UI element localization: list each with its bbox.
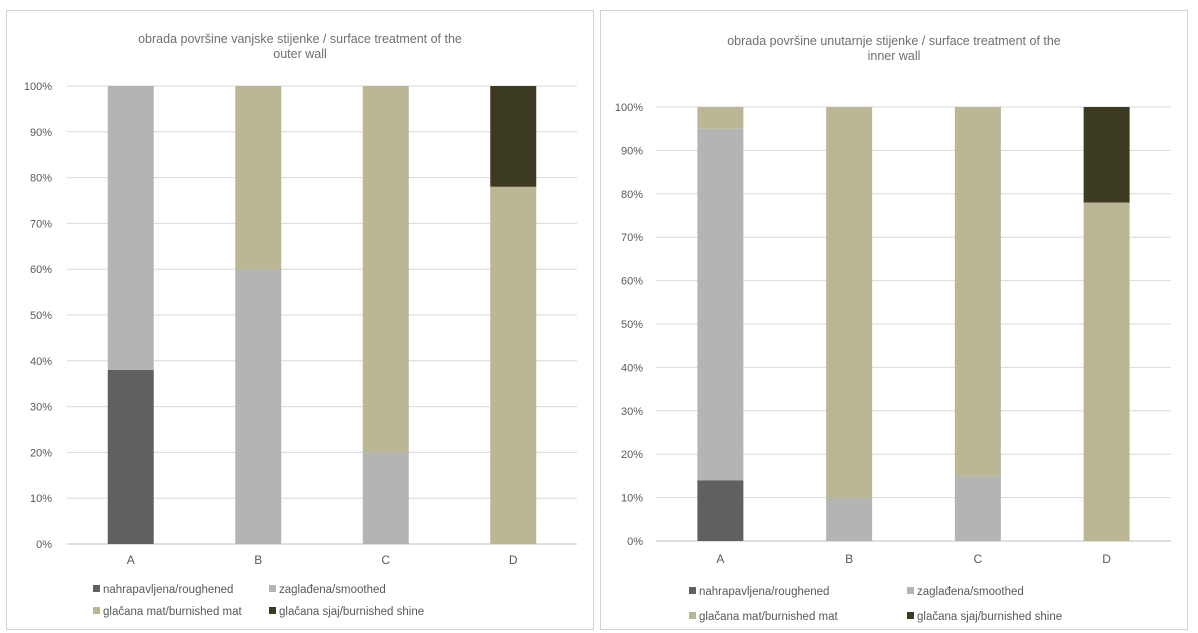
legend-label: zaglađena/smoothed [917, 586, 1024, 598]
y-tick-label: 70% [30, 218, 52, 230]
legend-swatch [93, 607, 100, 614]
legend-swatch [907, 587, 914, 594]
x-tick-label: D [509, 553, 518, 567]
legend-item-roughened: nahrapavljena/roughened [93, 584, 233, 596]
legend-item-smoothed: zaglađena/smoothed [907, 586, 1024, 598]
y-tick-label: 0% [627, 536, 643, 548]
legend-item-smoothed: zaglađena/smoothed [269, 584, 386, 596]
legend-label: nahrapavljena/roughened [699, 586, 830, 598]
bar-segment-d-burnished-shine [1083, 107, 1130, 203]
legend-swatch [689, 612, 696, 619]
legend-swatch [269, 607, 276, 614]
y-tick-label: 60% [621, 276, 643, 288]
bar-segment-b-burnished-mat [826, 107, 873, 498]
y-tick-label: 20% [621, 449, 643, 461]
bar-segment-c-burnished-mat [954, 107, 1001, 476]
legend-item-burnished-mat: glačana mat/burnished mat [93, 606, 242, 618]
legend-label: glačana mat/burnished mat [699, 611, 838, 623]
y-tick-label: 20% [30, 447, 52, 459]
y-tick-label: 90% [621, 145, 643, 157]
legend-swatch [907, 612, 914, 619]
y-tick-label: 80% [621, 189, 643, 201]
chart-inner-wall: obrada površine unutarnje stijenke / sur… [600, 10, 1188, 630]
chart-plot: 0% 10% 20% 30% 40% 50% 60% 70% 80% 90% 100% A B C D [615, 102, 1171, 566]
y-tick-label: 10% [30, 493, 52, 505]
bar-segment-a-roughened [697, 480, 744, 541]
x-tick-label: C [974, 552, 983, 566]
chart-title: obrada površine unutarnje stijenke / sur… [727, 34, 1061, 63]
y-tick-label: 70% [621, 232, 643, 244]
y-tick-label: 50% [621, 319, 643, 331]
y-tick-label: 80% [30, 173, 52, 185]
x-tick-label: B [845, 552, 853, 566]
chart-title: obrada površine vanjske stijenke / surfa… [138, 32, 462, 61]
bar-segment-a-smoothed [107, 86, 154, 370]
bar-segment-c-smoothed [954, 475, 1001, 541]
bar-segment-d-burnished-shine [490, 86, 537, 187]
bar-segment-c-smoothed [362, 452, 409, 544]
legend-swatch [689, 587, 696, 594]
legend-item-burnished-mat: glačana mat/burnished mat [689, 611, 838, 623]
legend-label: nahrapavljena/roughened [103, 584, 234, 596]
x-tick-label: C [381, 553, 390, 567]
legend-swatch [93, 585, 100, 592]
legend-swatch [269, 585, 276, 592]
y-tick-label: 10% [621, 493, 643, 505]
y-tick-label: 0% [36, 539, 52, 551]
bar-segment-a-burnished-mat [697, 107, 744, 129]
chart-plot: 0% 10% 20% 30% 40% 50% 60% 70% 80% 90% 100% A B C D [24, 81, 577, 567]
y-tick-label: 30% [621, 406, 643, 418]
legend-label: zaglađena/smoothed [279, 584, 386, 596]
chart-outer-wall: obrada površine vanjske stijenke / surfa… [6, 10, 594, 630]
legend-item-burnished-shine: glačana sjaj/burnished shine [907, 611, 1062, 623]
y-tick-label: 90% [30, 127, 52, 139]
y-tick-label: 40% [30, 356, 52, 368]
legend-label: glačana sjaj/burnished shine [917, 611, 1063, 623]
y-tick-label: 50% [30, 310, 52, 322]
legend-label: glačana mat/burnished mat [103, 606, 242, 618]
bar-segment-b-burnished-mat [235, 86, 282, 270]
y-tick-label: 30% [30, 402, 52, 414]
x-tick-label: A [716, 552, 724, 566]
bar-segment-c-burnished-mat [362, 86, 409, 453]
legend-item-roughened: nahrapavljena/roughened [689, 586, 829, 598]
bar-segment-a-smoothed [697, 128, 744, 481]
chart-legend: nahrapavljena/roughened zaglađena/smooth… [601, 11, 1189, 631]
bar-segment-a-roughened [107, 369, 154, 544]
legend-item-burnished-shine: glačana sjaj/burnished shine [269, 606, 424, 618]
bar-segment-b-smoothed [826, 497, 873, 541]
y-tick-label: 100% [24, 81, 52, 93]
y-tick-label: 60% [30, 264, 52, 276]
bar-segment-d-burnished-mat [490, 186, 537, 544]
y-tick-label: 100% [615, 102, 643, 114]
y-tick-label: 40% [621, 362, 643, 374]
chart-legend: nahrapavljena/roughened zaglađena/smooth… [7, 11, 595, 631]
x-tick-label: A [127, 553, 135, 567]
x-tick-label: B [254, 553, 262, 567]
legend-label: glačana sjaj/burnished shine [279, 606, 425, 618]
bar-segment-d-burnished-mat [1083, 202, 1130, 542]
x-tick-label: D [1102, 552, 1111, 566]
bar-segment-b-smoothed [235, 269, 282, 544]
